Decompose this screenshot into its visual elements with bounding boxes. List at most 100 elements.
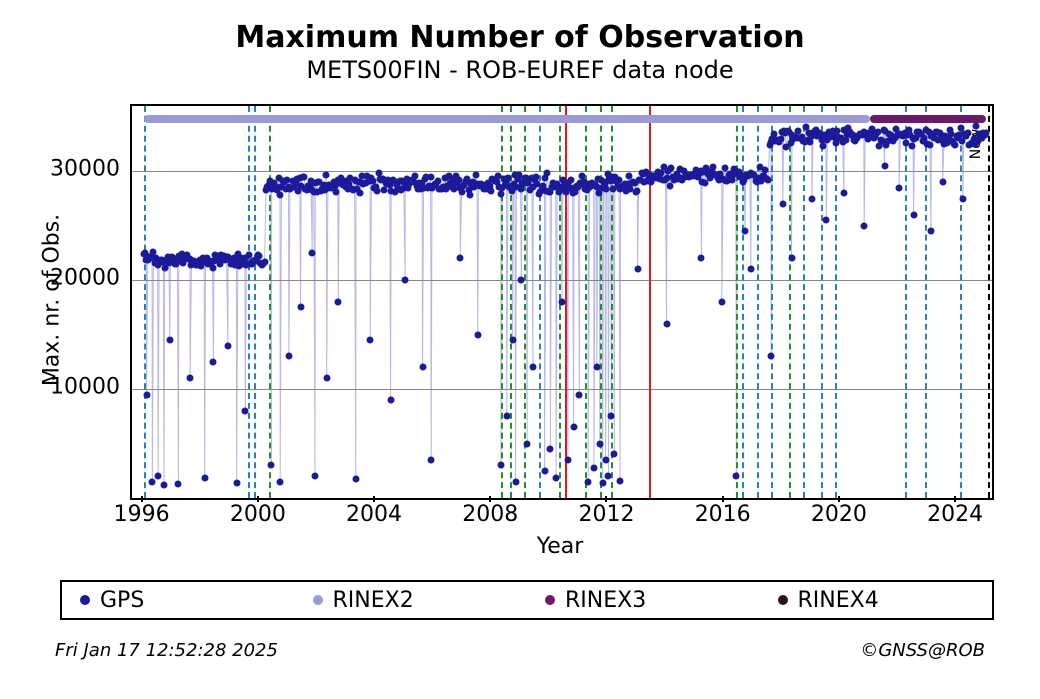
scatter-point (419, 364, 426, 371)
scatter-point (599, 479, 606, 486)
scatter-point (428, 456, 435, 463)
scatter-point (881, 162, 888, 169)
scatter-point (779, 201, 786, 208)
scatter-point (585, 478, 592, 485)
scatter-point (541, 467, 548, 474)
scatter-point (602, 456, 609, 463)
x-tick (838, 496, 840, 502)
scatter-point (387, 397, 394, 404)
event-line-blue (771, 106, 773, 498)
scatter-point (297, 304, 304, 311)
scatter-point (277, 478, 284, 485)
gridline (132, 280, 992, 281)
scatter-point (309, 250, 316, 257)
scatter-point (952, 142, 959, 149)
scatter-point (412, 172, 419, 179)
event-line-green (736, 106, 738, 498)
scatter-point (742, 228, 749, 235)
scatter-point (323, 375, 330, 382)
scatter-point (710, 164, 717, 171)
scatter-point (497, 190, 504, 197)
y-tick-label: 10000 (50, 375, 120, 400)
event-line-green (501, 106, 503, 498)
event-line-blue (821, 106, 823, 498)
scatter-point (209, 264, 216, 271)
gridline (132, 389, 992, 390)
scatter-point (570, 424, 577, 431)
scatter-point (544, 170, 551, 177)
scatter-point (698, 255, 705, 262)
legend-item: RINEX3 (527, 588, 760, 613)
scatter-point (367, 337, 374, 344)
scatter-point (166, 337, 173, 344)
scatter-point (608, 413, 615, 420)
event-line-blue (925, 106, 927, 498)
legend-marker-icon (545, 595, 555, 605)
scatter-point (285, 353, 292, 360)
scatter-point (529, 364, 536, 371)
scatter-point (512, 478, 519, 485)
scatter-point (896, 184, 903, 191)
scatter-point (959, 195, 966, 202)
scatter-point (593, 364, 600, 371)
legend-label: GPS (100, 588, 144, 613)
y-tick-label: 20000 (50, 266, 120, 291)
scatter-point (547, 446, 554, 453)
x-tick (605, 496, 607, 502)
scatter-point (939, 179, 946, 186)
scatter-point (553, 475, 560, 482)
event-line-green (510, 106, 512, 498)
scatter-point (765, 176, 772, 183)
y-axis-label: Max. nr. of Obs. (40, 214, 65, 386)
scatter-point (605, 473, 612, 480)
scatter-point (488, 187, 495, 194)
scatter-point (840, 190, 847, 197)
event-line-blue (144, 106, 146, 498)
legend: GPS RINEX2RINEX3 RINEX4 (60, 580, 994, 620)
scatter-point (149, 478, 156, 485)
band-rinex3 (870, 115, 986, 123)
x-tick-label: 2004 (346, 502, 402, 527)
scatter-point (374, 187, 381, 194)
scatter-point (718, 299, 725, 306)
scatter-point (333, 188, 340, 195)
scatter-point (762, 166, 769, 173)
x-tick-label: 2012 (578, 502, 634, 527)
scatter-point (268, 462, 275, 469)
scatter-point (143, 391, 150, 398)
x-tick (373, 496, 375, 502)
event-line-blue (254, 106, 256, 498)
scatter-point (224, 342, 231, 349)
scatter-point (747, 266, 754, 273)
legend-label: RINEX4 (798, 588, 879, 613)
scatter-point (768, 353, 775, 360)
scatter-point (457, 255, 464, 262)
scatter-point (352, 476, 359, 483)
x-tick (954, 496, 956, 502)
scatter-point (402, 277, 409, 284)
scatter-point (794, 127, 801, 134)
event-line-blue (539, 106, 541, 498)
scatter-point (466, 192, 473, 199)
scatter-point (777, 136, 784, 143)
legend-marker-icon (80, 595, 90, 605)
event-line-red (649, 106, 651, 498)
scatter-point (187, 375, 194, 382)
scatter-point (524, 440, 531, 447)
scatter-point (973, 123, 980, 130)
scatter-point (808, 195, 815, 202)
legend-item: RINEX2 (295, 588, 528, 613)
scatter-point (472, 171, 479, 178)
x-tick-label: 1996 (114, 502, 170, 527)
legend-marker-icon (778, 595, 788, 605)
legend-marker-icon (313, 595, 323, 605)
x-axis-label: Year (537, 534, 584, 559)
event-line-blue (905, 106, 907, 498)
event-line-green (269, 106, 271, 498)
timestamp-footer: Fri Jan 17 12:52:28 2025 (55, 640, 278, 661)
scatter-point (504, 175, 511, 182)
scatter-point (255, 252, 262, 259)
scatter-point (427, 174, 434, 181)
scatter-point (559, 299, 566, 306)
event-line-blue (742, 106, 744, 498)
